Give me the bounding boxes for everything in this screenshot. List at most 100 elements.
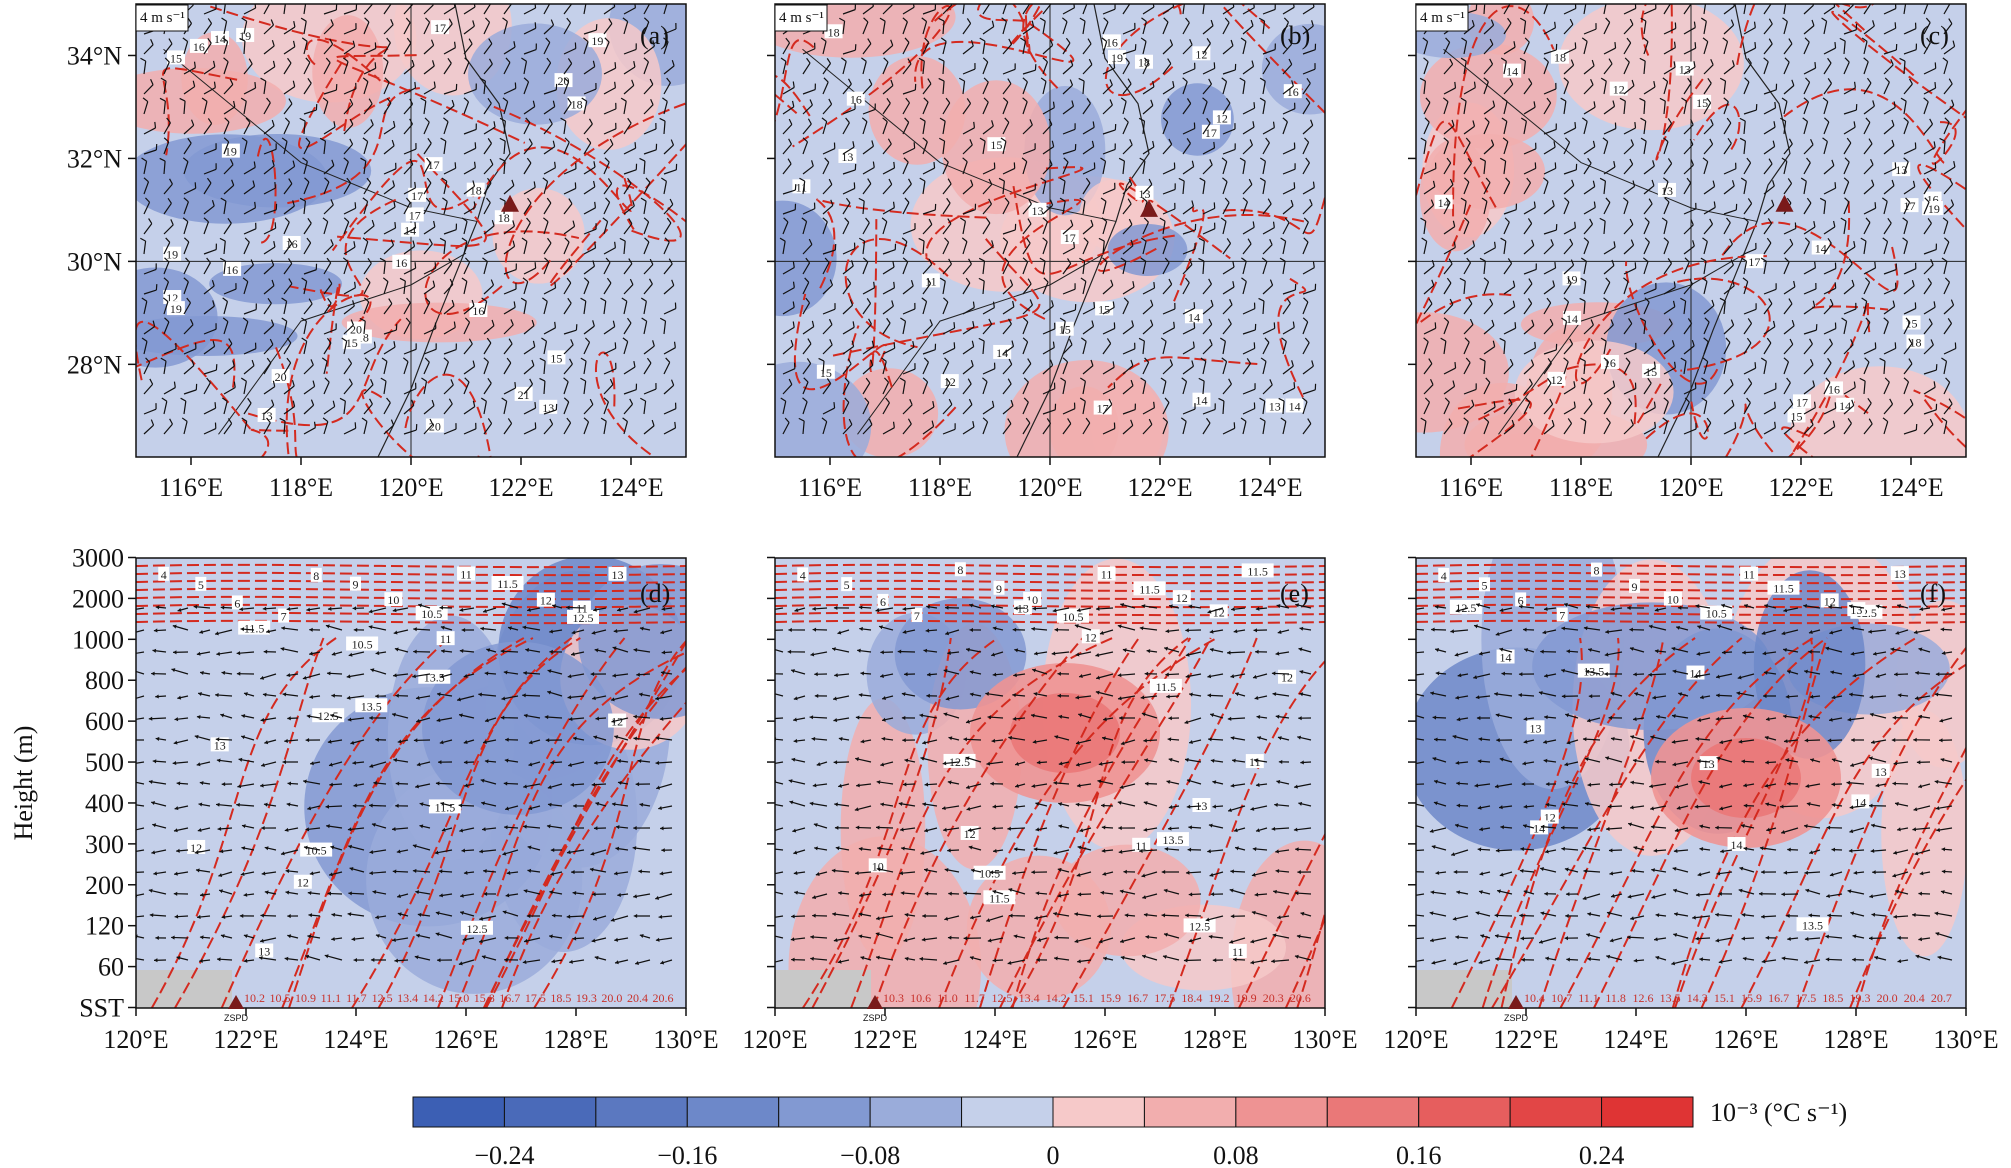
wind-barb-feather: [892, 201, 895, 208]
wind-barb-feather: [666, 217, 672, 224]
wind-barb: [1182, 408, 1196, 415]
wind-barb: [922, 181, 926, 195]
wind-barb: [1022, 401, 1029, 415]
wind-barb: [1262, 421, 1266, 435]
wind-barb: [623, 66, 636, 75]
wind-barb: [1182, 327, 1195, 335]
wind-arrowhead: [591, 630, 596, 635]
isotherm-label: 18: [498, 211, 510, 225]
wind-barb-feather: [1065, 37, 1071, 44]
wind-barb-feather: [1473, 81, 1476, 88]
wind-barb: [1743, 203, 1753, 215]
wind-arrowhead: [219, 889, 223, 894]
wind-barb: [423, 162, 431, 175]
sst-value: 20.6: [652, 991, 673, 1005]
wind-barb: [163, 224, 174, 235]
wind-barb: [563, 187, 577, 195]
wind-barb-feather: [1224, 197, 1230, 203]
wind-barb-feather: [1689, 278, 1693, 285]
x-tick-label: 120°E: [1658, 473, 1723, 502]
wind-barb-feather: [499, 137, 506, 142]
wind-barb: [623, 322, 632, 335]
wind-barb-feather: [552, 140, 556, 147]
wind-barb: [1623, 224, 1634, 235]
wind-barb: [183, 41, 189, 55]
wind-barb: [163, 202, 172, 215]
wind-barb: [1723, 81, 1727, 95]
wind-barb-feather: [1529, 418, 1534, 425]
wind-barb-feather: [1928, 318, 1933, 325]
y-tick-label: 200: [85, 871, 124, 900]
wind-barb-feather: [1903, 117, 1909, 123]
wind-barb-feather: [411, 59, 415, 66]
wind-barb-feather: [1549, 398, 1554, 405]
isotherm-line: [775, 563, 1325, 569]
wind-barb: [1222, 161, 1228, 175]
wind-arrowhead: [327, 891, 332, 896]
wind-barb: [383, 381, 387, 395]
wind-barb: [942, 223, 952, 235]
wind-arrowhead: [638, 692, 643, 697]
wind-barb: [1683, 245, 1695, 255]
wind-barb: [1002, 306, 1015, 315]
wind-arrowhead: [307, 890, 312, 896]
wind-barb: [183, 262, 191, 275]
wind-barb: [1703, 381, 1708, 395]
wind-barb: [1743, 47, 1756, 55]
isotherm-label-box: [436, 631, 455, 646]
wind-barb-feather: [609, 138, 614, 145]
wind-barb: [902, 183, 912, 195]
wind-barb-feather: [1040, 177, 1047, 182]
wind-barb-feather: [1569, 18, 1574, 25]
wind-barb: [1102, 129, 1116, 135]
wind-barb: [423, 86, 436, 95]
wind-barb-feather: [913, 142, 916, 149]
isotherm-label: 10.5: [1062, 610, 1083, 624]
wind-barb-feather: [505, 57, 511, 63]
wind-barb-feather: [871, 140, 875, 147]
wind-barb-feather: [883, 57, 889, 63]
wind-barb-feather: [1891, 119, 1895, 126]
wind-barb: [603, 301, 607, 315]
wind-barb: [1483, 360, 1486, 375]
wind-barb: [1603, 181, 1607, 195]
wind-barb: [1042, 347, 1055, 355]
x-tick-label: 124°E: [598, 473, 663, 502]
wind-barb-feather: [1240, 37, 1247, 42]
wind-barb: [663, 321, 667, 335]
wind-arrowhead: [636, 672, 640, 677]
wind-barb: [323, 342, 332, 355]
wind-barb-feather: [451, 99, 455, 106]
wind-barb-feather: [991, 120, 994, 127]
wind-barb: [1703, 422, 1712, 435]
wind-barb-feather: [390, 419, 395, 426]
wind-barb: [1423, 41, 1429, 55]
wind-barb: [303, 427, 316, 435]
wind-barb: [1843, 344, 1854, 355]
wind-barb: [1523, 244, 1535, 255]
wind-barb: [1002, 83, 1012, 95]
wind-barb: [223, 4, 226, 15]
wind-barb: [1523, 41, 1530, 55]
wind-barb-feather: [1039, 17, 1046, 22]
wind-barb-feather: [1644, 217, 1650, 223]
wind-barb: [1863, 322, 1871, 335]
wind-barb: [1903, 49, 1917, 55]
isotherm-label-box: [238, 620, 271, 635]
wind-barb: [663, 362, 671, 375]
wind-barb: [1663, 345, 1675, 355]
wind-barb-feather: [1741, 0, 1746, 1]
wind-barb: [1162, 63, 1172, 75]
wind-barb: [1783, 227, 1797, 235]
wind-barb: [543, 301, 548, 315]
wind-barb-feather: [788, 118, 793, 125]
wind-barb: [643, 425, 655, 435]
wind-barb-feather: [1090, 219, 1094, 226]
wind-barb: [443, 263, 453, 275]
wind-barb: [1663, 263, 1672, 275]
wind-barb-feather: [1459, 277, 1466, 282]
wind-barb: [1903, 343, 1913, 355]
wind-barb-feather: [1162, 237, 1168, 243]
wind-barb: [1903, 101, 1907, 115]
wind-arrowhead: [550, 760, 554, 765]
